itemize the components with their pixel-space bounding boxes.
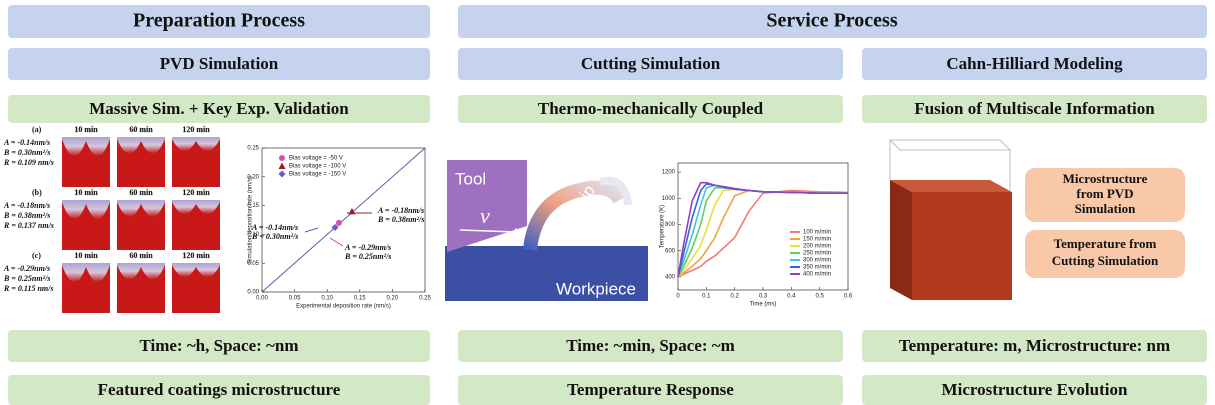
header-title: Service Process [766,10,897,32]
section-title: Cahn-Hilliard Modeling [946,54,1123,73]
legend-label: Bias voltage = -100 V [289,164,346,170]
x-tick-label: 0.1 [702,294,711,300]
legend-label: 400 m/min [803,272,831,278]
section-title: Cutting Simulation [581,54,721,73]
section-subtitle: Massive Sim. + Key Exp. Validation [89,99,349,118]
x-tick-label: 0.5 [815,294,824,300]
workpiece-label: Workpiece [556,279,636,298]
x-tick-label: 0 [676,294,680,300]
header-title: Preparation Process [133,10,305,32]
wireframe [890,140,1010,150]
page: Preparation Process Service Process Tool… [0,0,1215,405]
x-axis-label: Time (ms) [750,302,777,308]
y-tick-label: 0.25 [247,146,259,152]
legend-label: 100 m/min [803,230,831,236]
cube-front [912,192,1012,300]
cutting-illustration: Tool v Chip Workpiece [445,160,648,301]
x-tick-label: 0.15 [354,296,366,302]
legend-label: 350 m/min [803,265,831,271]
row-label: (b) [32,188,42,197]
row-label: (c) [32,251,41,260]
legend-marker [279,155,285,161]
x-tick-label: 0.25 [419,296,431,302]
section-output: Temperature Response [567,380,734,399]
time-label: 10 min [74,125,98,134]
annotation: A = -0.18nm/s [377,206,424,215]
y-tick-label: 600 [665,248,676,254]
y-axis-label: Temperature (K) [660,205,666,248]
time-label: 120 min [182,125,210,134]
row-param: A = -0.18nm/s [3,201,50,210]
time-label: 10 min [74,251,98,260]
time-label: 60 min [129,125,153,134]
row-label: (a) [32,125,42,134]
x-tick-label: 0.6 [844,294,853,300]
section-output: Microstructure Evolution [942,380,1128,399]
velocity-label: v [480,203,490,228]
row-param: B = 0.38nm²/s [3,211,50,220]
y-tick-label: 0.00 [247,290,259,296]
annotation: B = 0.25nm²/s [344,252,391,261]
legend-label: 150 m/min [803,237,831,243]
legend-label: 300 m/min [803,258,831,264]
y-tick-label: 800 [665,222,676,228]
microstructure-cube [890,140,1012,300]
tool-label: Tool [455,169,486,188]
cube-side [890,180,912,300]
section-subtitle: Fusion of Multiscale Information [914,99,1155,118]
x-tick-label: 0.3 [759,294,768,300]
row-param: B = 0.30nm²/s [3,148,50,157]
annotation-arrow [330,238,343,246]
time-label: 60 min [129,188,153,197]
legend-label: Bias voltage = -50 V [289,156,343,162]
time-label: 120 min [182,188,210,197]
x-tick-label: 0.2 [730,294,739,300]
y-tick-label: 400 [665,274,676,280]
legend-label: Bias voltage = -150 V [289,172,346,178]
x-axis-label: Experimental deposition rate (nm/s) [296,304,391,310]
section-scale: Time: ~min, Space: ~m [566,336,734,355]
row-param: A = -0.14nm/s [3,138,50,147]
x-tick-label: 0.20 [387,296,399,302]
legend-label: 250 m/min [803,251,831,257]
legend-marker [279,171,286,178]
time-label: 120 min [182,251,210,260]
annotation: B = 0.38nm²/s [377,215,424,224]
annotation: B = 0.30nm²/s [251,232,298,241]
x-tick-label: 0.00 [256,296,268,302]
arrow-head [515,228,522,236]
y-tick-label: 1200 [662,170,676,176]
x-tick-label: 0.05 [289,296,301,302]
time-label: 10 min [74,188,98,197]
time-label: 60 min [129,251,153,260]
data-point [336,220,342,226]
y-axis-label: Simulation deposition rate (nm/s) [248,176,254,264]
section-scale: Time: ~h, Space: ~nm [139,336,298,355]
row-param: B = 0.25nm²/s [3,274,50,283]
section-scale: Temperature: m, Microstructure: nm [899,336,1170,355]
x-tick-label: 0.10 [321,296,333,302]
annotation: A = -0.14nm/s [251,223,298,232]
annotation: A = -0.29nm/s [344,243,391,252]
legend-marker [279,163,286,170]
y-tick-label: 1000 [662,196,676,202]
row-param: A = -0.29nm/s [3,264,50,273]
x-tick-label: 0.4 [787,294,796,300]
row-param: R = 0.115 nm/s [3,284,53,293]
section-title: PVD Simulation [160,54,279,73]
section-output: Featured coatings microstructure [98,380,341,399]
section-subtitle: Thermo-mechanically Coupled [538,99,764,118]
row-param: R = 0.137 nm/s [3,221,54,230]
annotation-arrow [305,228,318,232]
legend-label: 200 m/min [803,244,831,250]
row-param: R = 0.109 nm/s [3,158,54,167]
